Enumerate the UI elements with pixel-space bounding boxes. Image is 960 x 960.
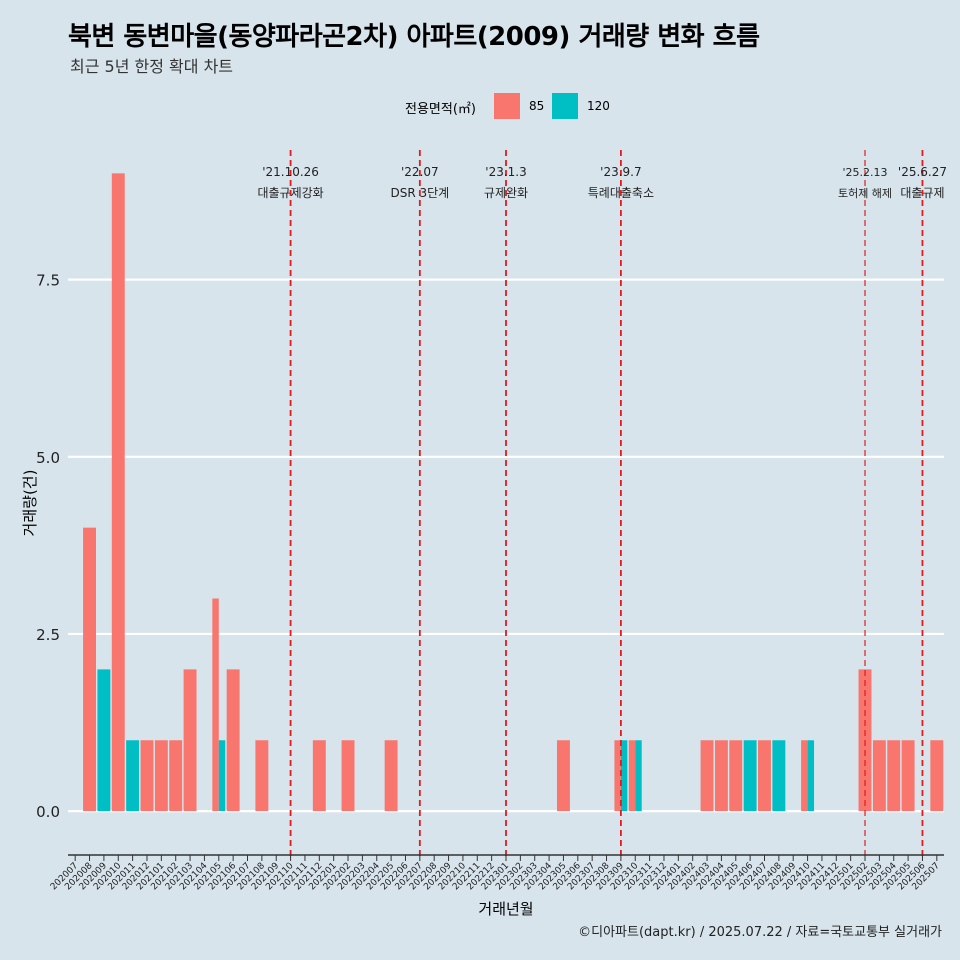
event-label: 토허제 해제 bbox=[838, 186, 892, 200]
y-tick-label: 2.5 bbox=[36, 626, 60, 644]
bar-202407-85 bbox=[758, 740, 771, 812]
event-label: 대출규제 bbox=[900, 186, 944, 200]
bar-202507-85 bbox=[930, 740, 944, 812]
bar-202310-85 bbox=[628, 740, 636, 812]
y-axis-title: 거래량(건) bbox=[21, 470, 39, 537]
bar-202309-120 bbox=[620, 740, 628, 812]
bar-202404-85 bbox=[714, 740, 728, 812]
y-tick-label: 5.0 bbox=[36, 449, 60, 467]
grid-lines: 0.0 2.5 5.0 7.5 bbox=[36, 272, 944, 821]
bar-202410-85 bbox=[801, 740, 808, 812]
bar-202105-85 bbox=[212, 598, 219, 812]
caption: ©디아파트(dapt.kr) / 2025.07.22 / 자료=국토교통부 실… bbox=[578, 925, 942, 940]
legend-label-85: 85 bbox=[529, 99, 545, 113]
bar-202102-85 bbox=[169, 740, 183, 812]
bar-202011-120 bbox=[126, 740, 140, 812]
bar-202504-85 bbox=[887, 740, 901, 812]
bar-202503-85 bbox=[872, 740, 886, 812]
bar-202505-85 bbox=[901, 740, 915, 812]
y-tick-label: 0.0 bbox=[36, 803, 60, 821]
y-tick-label: 7.5 bbox=[36, 272, 60, 290]
event-label: 특례대출축소 bbox=[588, 186, 654, 200]
bar-202012-85 bbox=[140, 740, 154, 812]
legend-label-120: 120 bbox=[587, 99, 610, 113]
bar-202009-120 bbox=[97, 669, 111, 812]
bar-202108-85 bbox=[255, 740, 269, 812]
event-date: '22.07 bbox=[401, 165, 439, 179]
bar-202112-85 bbox=[312, 740, 326, 812]
x-axis-title: 거래년월 bbox=[478, 900, 533, 918]
chart-title: 북변 동변마을(동양파라곤2차) 아파트(2009) 거래량 변화 흐름 bbox=[68, 22, 760, 52]
event-date: '25.6.27 bbox=[898, 165, 947, 179]
event-label: 규제완화 bbox=[484, 186, 528, 200]
event-date: '25.2.13 bbox=[843, 166, 888, 179]
event-date: '23.9.7 bbox=[600, 165, 641, 179]
bar-202202-85 bbox=[341, 740, 355, 812]
event-label: 대출규제강화 bbox=[257, 186, 323, 200]
bar-202406-120 bbox=[743, 740, 757, 812]
chart-subtitle: 최근 5년 한정 확대 차트 bbox=[70, 57, 234, 76]
bar-202403-85 bbox=[700, 740, 714, 812]
bar-202103-85 bbox=[183, 669, 197, 812]
bar-202101-85 bbox=[154, 740, 168, 812]
bar-202010-85 bbox=[111, 173, 125, 812]
bar-202305-85 bbox=[556, 740, 570, 812]
legend-swatch-85 bbox=[494, 93, 520, 119]
event-label: DSR 3단계 bbox=[390, 186, 449, 200]
bar-202309-85 bbox=[614, 740, 621, 812]
bar-202410-120 bbox=[807, 740, 815, 812]
axes: 2020072020082020092020102020112020122021… bbox=[49, 854, 944, 892]
event-markers: '21.10.26 대출규제강화 '22.07 DSR 3단계 '23.1.3 규제완화 '… bbox=[257, 150, 947, 856]
bar-202405-85 bbox=[729, 740, 743, 812]
bar-202205-85 bbox=[384, 740, 398, 812]
legend-title: 전용면적(㎡) bbox=[405, 102, 476, 117]
bar-202105-120 bbox=[218, 740, 226, 812]
bar-202408-120 bbox=[772, 740, 786, 812]
legend: 전용면적(㎡) 85 120 bbox=[0, 92, 960, 122]
event-date: '23.1.3 bbox=[485, 165, 526, 179]
legend-swatch-120 bbox=[552, 93, 578, 119]
event-date: '21.10.26 bbox=[262, 165, 319, 179]
bar-202008-85 bbox=[83, 527, 97, 812]
bars bbox=[83, 173, 944, 812]
bar-202310-120 bbox=[635, 740, 642, 812]
bar-202106-85 bbox=[226, 669, 240, 812]
